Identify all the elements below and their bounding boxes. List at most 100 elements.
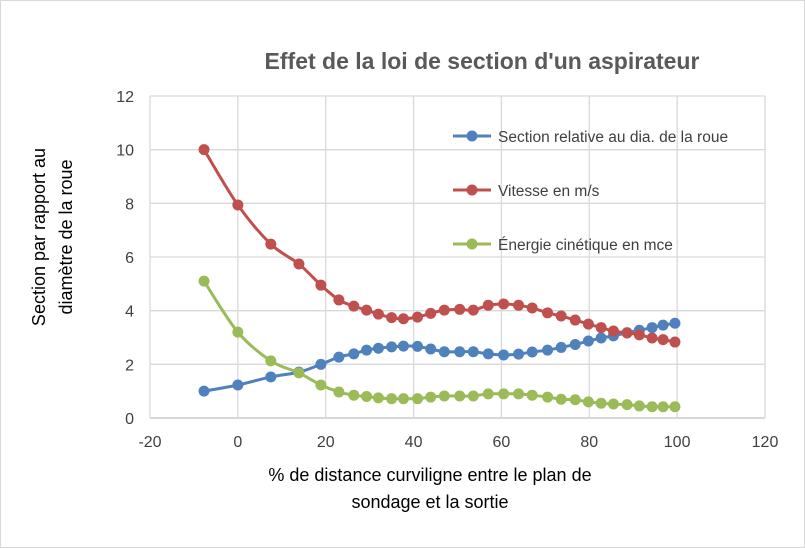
data-point [657,319,669,331]
data-point [333,351,345,363]
data-point [361,344,373,356]
data-point [513,388,525,400]
data-point [669,336,681,348]
x-tick-label: 0 [233,434,242,451]
data-point [293,367,305,379]
data-point [438,390,450,402]
data-point [526,346,538,358]
data-point [454,303,466,315]
data-point [372,308,384,320]
y-tick-label: 10 [116,143,134,160]
legend-marker [466,238,478,250]
data-point [412,393,424,405]
data-point [348,348,360,360]
data-point [582,335,594,347]
data-point [526,302,538,314]
data-point [232,199,244,211]
y-axis-label-line1: Section par rapport au [29,148,49,326]
data-point [467,346,479,358]
x-tick-label: 40 [405,434,423,451]
x-tick-label: 120 [752,434,779,451]
data-point [198,275,210,287]
data-point [542,344,554,356]
data-point [361,304,373,316]
data-point [669,401,681,413]
data-point [646,322,658,334]
legend-label: Vitesse en m/s [498,183,600,200]
legend-label: Section relative au dia. de la roue [498,129,728,146]
data-point [582,396,594,408]
data-point [467,390,479,402]
data-point [569,394,581,406]
data-point [412,340,424,352]
data-point [361,391,373,403]
series-2 [198,275,681,413]
data-point [293,258,305,270]
data-point [555,310,567,322]
data-point [542,307,554,319]
y-tick-label: 8 [125,196,134,213]
data-point [412,311,424,323]
data-point [397,340,409,352]
data-point [232,326,244,338]
data-point [633,400,645,412]
data-point [498,388,510,400]
legend-marker [466,184,478,196]
data-point [438,304,450,316]
data-point [467,304,479,316]
y-tick-label: 2 [125,357,134,374]
series-line [202,280,675,409]
data-point [454,346,466,358]
data-point [526,389,538,401]
data-point [657,401,669,413]
data-point [372,392,384,404]
data-point [607,325,619,337]
data-point [513,348,525,360]
data-point [348,389,360,401]
data-point [482,299,494,311]
data-point [425,307,437,319]
y-tick-label: 4 [125,304,134,321]
y-tick-label: 6 [125,250,134,267]
data-point [425,343,437,355]
data-point [315,279,327,291]
x-axis-label-line2: sondage et la sortie [351,492,508,512]
data-point [657,334,669,346]
data-point [265,238,277,250]
data-point [198,144,210,156]
x-tick-label: 20 [317,434,335,451]
data-point [607,398,619,410]
y-tick-label: 12 [116,89,134,106]
data-point [397,313,409,325]
data-point [425,391,437,403]
data-point [542,391,554,403]
data-point [555,393,567,405]
data-point [569,338,581,350]
data-point [646,401,658,413]
data-point [621,327,633,339]
x-tick-label: -20 [138,434,161,451]
data-point [397,393,409,405]
data-point [348,300,360,312]
data-point [595,322,607,334]
series-1 [198,144,681,348]
x-tick-label: 80 [580,434,598,451]
data-point [454,390,466,402]
data-point [333,294,345,306]
data-point [315,358,327,370]
data-point [595,332,607,344]
x-axis-label-line1: % de distance curviligne entre le plan d… [268,465,591,485]
data-point [232,379,244,391]
chart-title: Effet de la loi de section d'un aspirate… [265,48,700,74]
x-tick-label: 100 [664,434,691,451]
x-tick-label: 60 [493,434,511,451]
data-point [595,397,607,409]
data-point [386,341,398,353]
data-point [482,348,494,360]
data-point [582,318,594,330]
y-tick-label: 0 [125,411,134,428]
data-point [633,329,645,341]
data-point [498,349,510,361]
